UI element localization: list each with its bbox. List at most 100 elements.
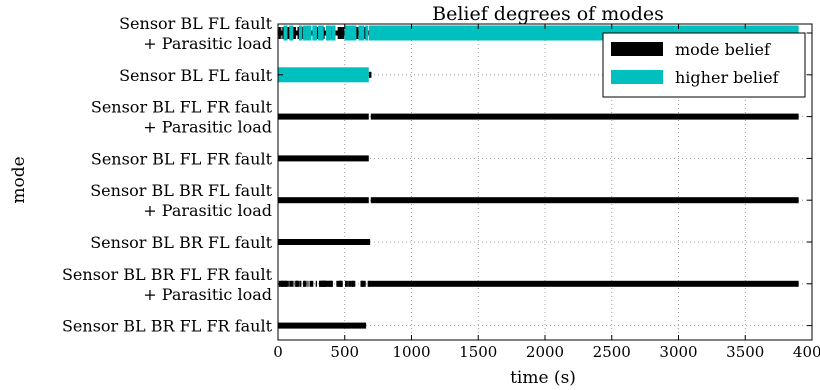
data-tick [325,25,329,41]
y-tick-label: Sensor BL BR FL FR fault [62,317,273,336]
legend: mode belief higher belief [602,32,806,98]
data-marks [278,25,799,329]
data-tick [344,280,348,287]
data-tick [337,27,341,39]
data-tick [285,280,287,287]
y-tick-label: + Parasitic load [143,118,272,137]
x-tick-label: 0 [273,343,283,361]
data-bar [370,197,799,204]
x-tick-label: 1000 [392,343,430,361]
data-tick [293,280,295,287]
data-tick [351,280,356,287]
data-bar [278,155,369,162]
legend-label: mode belief [675,40,771,59]
x-tick-label: 4000 [793,343,820,361]
data-tick [362,280,366,287]
data-tick [328,280,333,287]
chart-title: Belief degrees of modes [432,3,664,25]
data-tick [323,27,325,39]
legend-label: higher belief [675,68,780,87]
data-tick [318,25,320,41]
data-tick [341,280,343,287]
legend-swatch [611,70,663,84]
data-tick [344,25,347,41]
data-bar [278,197,369,204]
data-tick [283,280,287,287]
data-tick [340,27,343,39]
data-tick [358,25,363,41]
data-bar [278,239,371,245]
data-tick [309,280,314,287]
data-tick [318,25,323,41]
data-tick [312,25,317,41]
legend-swatch [611,42,663,56]
x-axis-ticks: 0 500 1000 1500 2000 2500 3000 3500 4000 [273,24,820,361]
y-tick-label: + Parasitic load [143,201,272,220]
data-tick [333,25,336,41]
data-tick [360,280,364,287]
data-tick [355,27,359,39]
data-tick [336,280,338,287]
data-tick [352,25,357,41]
x-tick-label: 2500 [593,343,631,361]
data-tick [319,280,321,287]
x-axis-label: time (s) [510,368,576,388]
data-tick [289,25,292,41]
y-tick-label: + Parasitic load [143,34,272,53]
data-tick [285,280,289,287]
x-tick-label: 2000 [526,343,564,361]
data-bar [278,322,367,329]
data-tick [299,280,302,287]
data-tick [295,280,299,287]
data-tick [339,280,342,287]
data-tick [342,27,345,39]
data-tick [348,280,352,287]
data-tick [328,25,332,41]
data-tick [304,280,307,287]
data-bar [370,113,799,120]
data-tick [303,25,306,41]
x-tick-label: 500 [330,343,359,361]
data-tick [361,25,365,41]
data-tick [282,27,284,39]
x-tick-label: 3000 [659,343,697,361]
data-tick [293,27,296,39]
data-bar [278,67,369,83]
data-tick [293,27,295,39]
data-tick [363,27,366,39]
data-tick [331,25,336,41]
data-tick [297,27,300,39]
x-tick-label: 1500 [459,343,497,361]
data-bar [278,113,369,120]
data-tick [289,25,294,41]
data-bar [368,71,372,78]
data-tick [282,280,285,287]
data-tick [324,280,328,287]
data-tick [283,25,287,41]
x-tick-label: 3500 [726,343,764,361]
y-tick-label: Sensor BL FL FR fault [91,149,273,168]
data-tick [327,280,330,287]
data-tick [307,25,309,41]
y-tick-label: Sensor BL FL fault [119,66,272,85]
data-tick [303,280,306,287]
data-tick [365,25,369,41]
y-tick-label: Sensor BL BR FL fault [90,233,272,252]
data-tick [315,280,318,287]
data-tick [367,280,371,287]
y-tick-label: Sensor BL BR FL FR fault [62,265,273,284]
data-tick [308,25,311,41]
data-tick [346,25,351,41]
data-tick [307,280,309,287]
data-bar [371,280,799,287]
y-axis-label: mode [9,156,29,203]
y-tick-label: + Parasitic load [143,285,272,304]
data-tick [322,25,324,41]
y-tick-label: Sensor BL BR FL fault [90,181,272,200]
data-tick [285,25,288,41]
data-tick [298,25,302,41]
data-tick [368,280,372,287]
series-higher-belief [278,25,799,83]
data-tick [321,280,326,287]
